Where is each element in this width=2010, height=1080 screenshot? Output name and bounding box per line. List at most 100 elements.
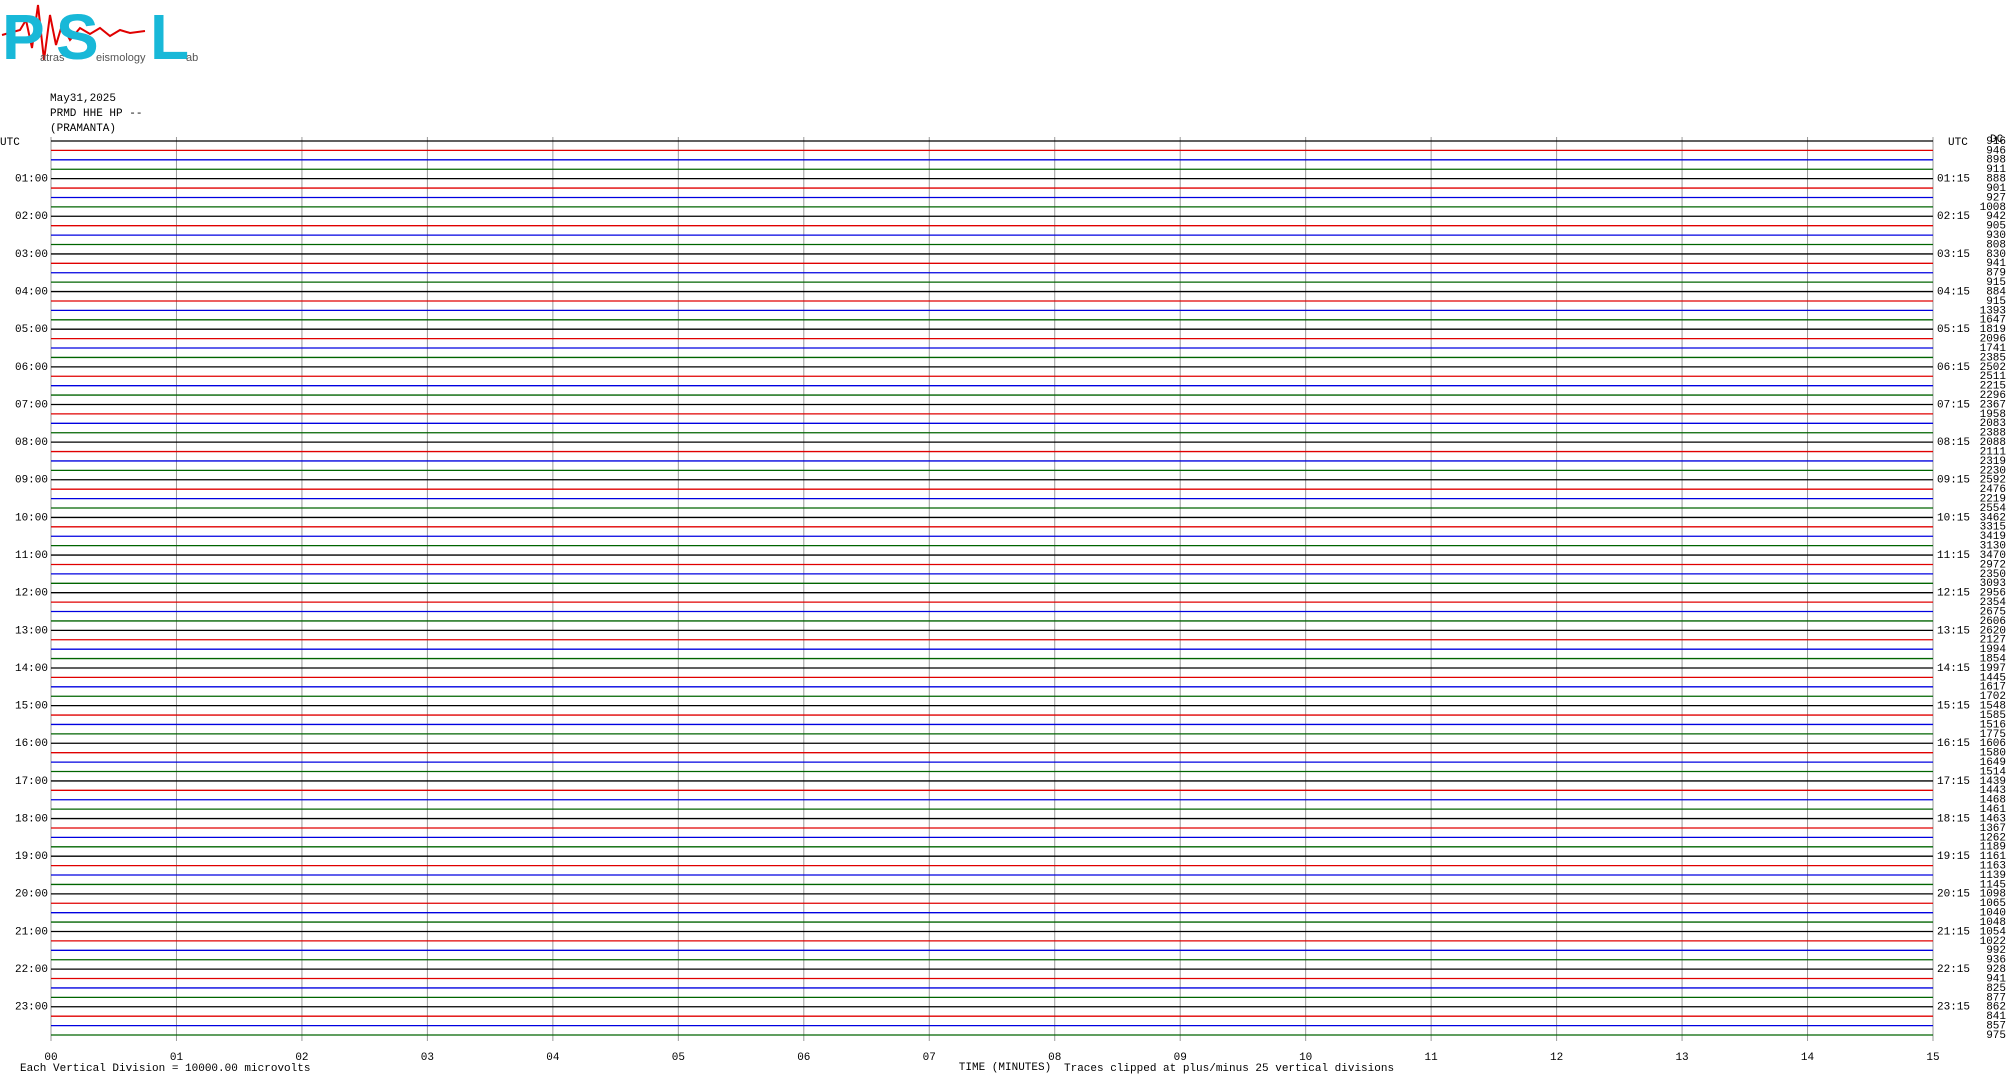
x-tick-label: 06 — [797, 1052, 810, 1064]
trace-value: 2088 — [1980, 437, 2006, 449]
right-hour-label: 16:15 — [1937, 738, 1970, 750]
trace-value: 941 — [1986, 973, 2006, 985]
right-hour-label: 05:15 — [1937, 324, 1970, 336]
right-hour-label: 14:15 — [1937, 663, 1970, 675]
station: PRMD HHE HP -- — [50, 108, 142, 120]
trace-value: 862 — [1986, 1002, 2006, 1014]
trace-value: 1139 — [1980, 870, 2006, 882]
trace-value: 2620 — [1980, 625, 2006, 637]
trace-value: 1054 — [1980, 926, 2007, 938]
trace-value: 2675 — [1980, 606, 2006, 618]
left-hour-label: 12:00 — [15, 588, 48, 600]
trace-value: 1958 — [1980, 409, 2006, 421]
left-hour-label: 09:00 — [15, 475, 48, 487]
trace-value: 825 — [1986, 983, 2006, 995]
right-hour-label: 17:15 — [1937, 776, 1970, 788]
trace-value: 2354 — [1980, 597, 2007, 609]
trace-value: 936 — [1986, 955, 2006, 967]
left-hour-label: 17:00 — [15, 776, 48, 788]
left-hour-label: 21:00 — [15, 926, 48, 938]
clip-note: Traces clipped at plus/minus 25 vertical… — [1064, 1063, 1394, 1075]
right-hour-label: 23:15 — [1937, 1002, 1970, 1014]
trace-value: 1585 — [1980, 710, 2006, 722]
x-tick-label: 05 — [672, 1052, 685, 1064]
logo-wave — [1, 4, 146, 61]
x-tick-label: 08 — [1048, 1052, 1061, 1064]
x-tick-label: 03 — [421, 1052, 434, 1064]
trace-value: 1445 — [1980, 672, 2006, 684]
trace-value: 2083 — [1980, 418, 2006, 430]
logo: P atras S eismology L ab — [1, 1, 198, 73]
left-hour-label: 06:00 — [15, 362, 48, 374]
trace-value: 1702 — [1980, 691, 2006, 703]
left-hour-label: 03:00 — [15, 249, 48, 261]
left-hour-label: 10:00 — [15, 512, 48, 524]
right-hour-label: 06:15 — [1937, 362, 1970, 374]
logo-word: eismology — [96, 52, 146, 64]
trace-value: 911 — [1986, 164, 2006, 176]
left-hour-label: 18:00 — [15, 813, 48, 825]
left-hour-label: 20:00 — [15, 889, 48, 901]
right-hour-label: 08:15 — [1937, 437, 1970, 449]
trace-value: 3093 — [1980, 578, 2006, 590]
x-tick-label: 07 — [923, 1052, 936, 1064]
trace-value: 946 — [1986, 145, 2006, 157]
left-hour-label: 23:00 — [15, 1002, 48, 1014]
right-hour-label: 11:15 — [1937, 550, 1970, 562]
left-hour-label: 01:00 — [15, 174, 48, 186]
trace-value: 1439 — [1980, 776, 2006, 788]
trace-value: 1617 — [1980, 682, 2006, 694]
trace-value: 1468 — [1980, 795, 2006, 807]
trace-value: 1819 — [1980, 324, 2006, 336]
date: May31,2025 — [50, 93, 116, 105]
trace-value: 1649 — [1980, 757, 2006, 769]
trace-value: 941 — [1986, 258, 2006, 270]
trace-value: 898 — [1986, 155, 2006, 167]
trace-value: 2367 — [1980, 399, 2006, 411]
trace-value: 3462 — [1980, 512, 2006, 524]
trace-value: 1048 — [1980, 917, 2006, 929]
trace-value: 1741 — [1980, 343, 2007, 355]
right-hour-label: 12:15 — [1937, 588, 1970, 600]
trace-value: 942 — [1986, 211, 2006, 223]
left-hour-label: 08:00 — [15, 437, 48, 449]
trace-value: 1262 — [1980, 832, 2006, 844]
trace-value: 1163 — [1980, 861, 2006, 873]
trace-value: 1514 — [1980, 766, 2007, 778]
trace-value: 905 — [1986, 221, 2006, 233]
trace-value: 884 — [1986, 286, 2006, 298]
trace-value: 915 — [1986, 296, 2006, 308]
x-axis-label: TIME (MINUTES) — [959, 1062, 1051, 1074]
station-name: (PRAMANTA) — [50, 123, 116, 135]
logo-letter: L — [150, 1, 189, 73]
trace-value: 2319 — [1980, 456, 2006, 468]
trace-value: 2511 — [1980, 371, 2007, 383]
right-hour-label: 03:15 — [1937, 249, 1970, 261]
trace-value: 930 — [1986, 230, 2006, 242]
trace-value: 1022 — [1980, 936, 2006, 948]
x-tick-label: 10 — [1299, 1052, 1312, 1064]
trace-value: 1994 — [1980, 644, 2007, 656]
trace-value: 1461 — [1980, 804, 2007, 816]
x-tick-label: 04 — [546, 1052, 560, 1064]
trace-value: 2592 — [1980, 475, 2006, 487]
right-hour-label: 02:15 — [1937, 211, 1970, 223]
trace-value: 1040 — [1980, 908, 2006, 920]
right-hour-label: 20:15 — [1937, 889, 1970, 901]
right-hour-label: 21:15 — [1937, 926, 1970, 938]
trace-value: 1161 — [1980, 851, 2007, 863]
trace-value: 1463 — [1980, 813, 2006, 825]
trace-value: 2502 — [1980, 362, 2006, 374]
trace-value: 2956 — [1980, 588, 2006, 600]
trace-value: 1647 — [1980, 315, 2006, 327]
trace-value: 1065 — [1980, 898, 2006, 910]
trace-value: 916 — [1986, 136, 2006, 148]
trace-value: 3130 — [1980, 541, 2006, 553]
trace-value: 3419 — [1980, 531, 2006, 543]
trace-value: 1443 — [1980, 785, 2006, 797]
right-hour-label: 18:15 — [1937, 813, 1970, 825]
trace-value: 928 — [1986, 964, 2006, 976]
trace-value: 2388 — [1980, 428, 2006, 440]
left-hour-label: 07:00 — [15, 399, 48, 411]
trace-value: 2350 — [1980, 569, 2006, 581]
